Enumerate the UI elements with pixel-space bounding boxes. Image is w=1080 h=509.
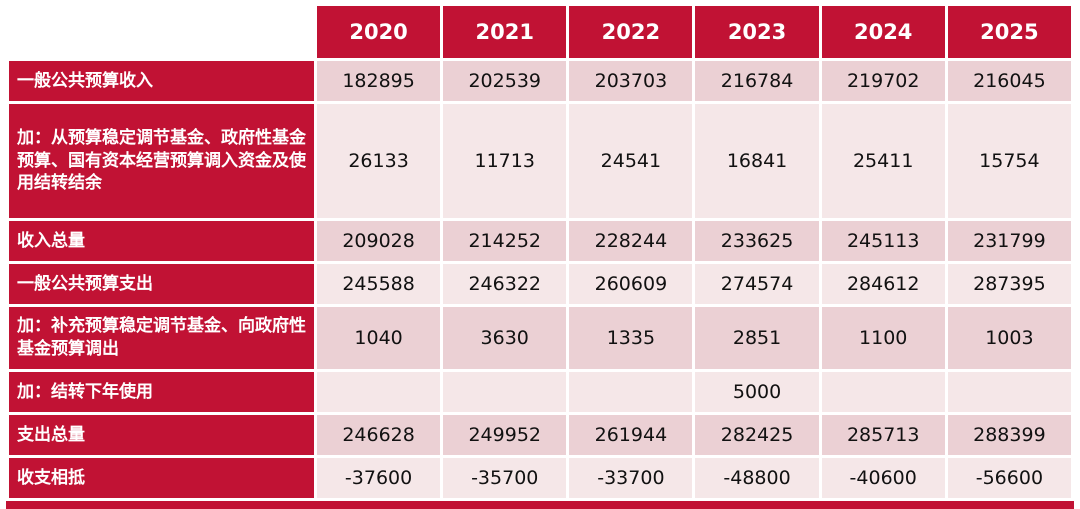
data-cell: 15754 [947,104,1071,218]
data-cell: 214252 [443,221,567,261]
data-cell: 203703 [569,61,693,101]
data-cell: 228244 [569,221,693,261]
row-label: 收支相抵 [9,458,314,498]
data-cell [947,372,1071,412]
table-row-transfers-in: 加：从预算稳定调节基金、政府性基金预算、国有资本经营预算调入资金及使用结转结余 … [9,104,1071,218]
data-cell: 209028 [317,221,441,261]
data-cell: -35700 [443,458,567,498]
header-row: 2020 2021 2022 2023 2024 2025 [9,6,1071,58]
data-cell: 287395 [947,264,1071,304]
row-label: 收入总量 [9,221,314,261]
row-label: 支出总量 [9,415,314,455]
year-header-2025: 2025 [947,6,1071,58]
row-label: 加：补充预算稳定调节基金、向政府性基金预算调出 [9,307,314,369]
table-row-carryover: 加：结转下年使用 5000 [9,372,1071,412]
year-header-2021: 2021 [443,6,567,58]
data-cell: 282425 [695,415,819,455]
data-cell: 284612 [821,264,945,304]
data-cell: 261944 [569,415,693,455]
data-cell: -40600 [821,458,945,498]
year-header-2020: 2020 [317,6,441,58]
data-cell: 11713 [443,104,567,218]
table-bottom-border-bar [6,501,1074,509]
year-header-2024: 2024 [821,6,945,58]
data-cell [821,372,945,412]
table-row-balance: 收支相抵 -37600 -35700 -33700 -48800 -40600 … [9,458,1071,498]
data-cell [569,372,693,412]
data-cell: 5000 [695,372,819,412]
row-label: 一般公共预算收入 [9,61,314,101]
data-cell: 260609 [569,264,693,304]
table-row-replenish-fund: 加：补充预算稳定调节基金、向政府性基金预算调出 1040 3630 1335 2… [9,307,1071,369]
data-cell: -33700 [569,458,693,498]
table-row-general-expenditure: 一般公共预算支出 245588 246322 260609 274574 284… [9,264,1071,304]
data-cell: 1335 [569,307,693,369]
data-cell: -37600 [317,458,441,498]
data-cell: 216045 [947,61,1071,101]
data-cell: 202539 [443,61,567,101]
year-header-2022: 2022 [569,6,693,58]
corner-cell [9,6,314,58]
data-cell: 219702 [821,61,945,101]
data-cell: 246322 [443,264,567,304]
data-cell: 231799 [947,221,1071,261]
data-cell: 2851 [695,307,819,369]
row-label: 加：从预算稳定调节基金、政府性基金预算、国有资本经营预算调入资金及使用结转结余 [9,104,314,218]
row-label: 加：结转下年使用 [9,372,314,412]
data-cell: 274574 [695,264,819,304]
fiscal-budget-table: 2020 2021 2022 2023 2024 2025 一般公共预算收入 1… [6,3,1074,501]
data-cell: 26133 [317,104,441,218]
data-cell [443,372,567,412]
data-cell: 1100 [821,307,945,369]
data-cell: -48800 [695,458,819,498]
data-cell: 1003 [947,307,1071,369]
row-label: 一般公共预算支出 [9,264,314,304]
data-cell: 246628 [317,415,441,455]
data-cell: 1040 [317,307,441,369]
table-row-total-revenue: 收入总量 209028 214252 228244 233625 245113 … [9,221,1071,261]
table-row-general-revenue: 一般公共预算收入 182895 202539 203703 216784 219… [9,61,1071,101]
data-cell: 249952 [443,415,567,455]
data-cell: 24541 [569,104,693,218]
data-cell: 25411 [821,104,945,218]
data-cell: 285713 [821,415,945,455]
data-cell: 233625 [695,221,819,261]
data-cell: 182895 [317,61,441,101]
data-cell: 288399 [947,415,1071,455]
data-cell: 16841 [695,104,819,218]
year-header-2023: 2023 [695,6,819,58]
data-cell: -56600 [947,458,1071,498]
data-cell: 216784 [695,61,819,101]
data-cell: 245113 [821,221,945,261]
table-row-total-expenditure: 支出总量 246628 249952 261944 282425 285713 … [9,415,1071,455]
data-cell [317,372,441,412]
data-cell: 3630 [443,307,567,369]
data-cell: 245588 [317,264,441,304]
